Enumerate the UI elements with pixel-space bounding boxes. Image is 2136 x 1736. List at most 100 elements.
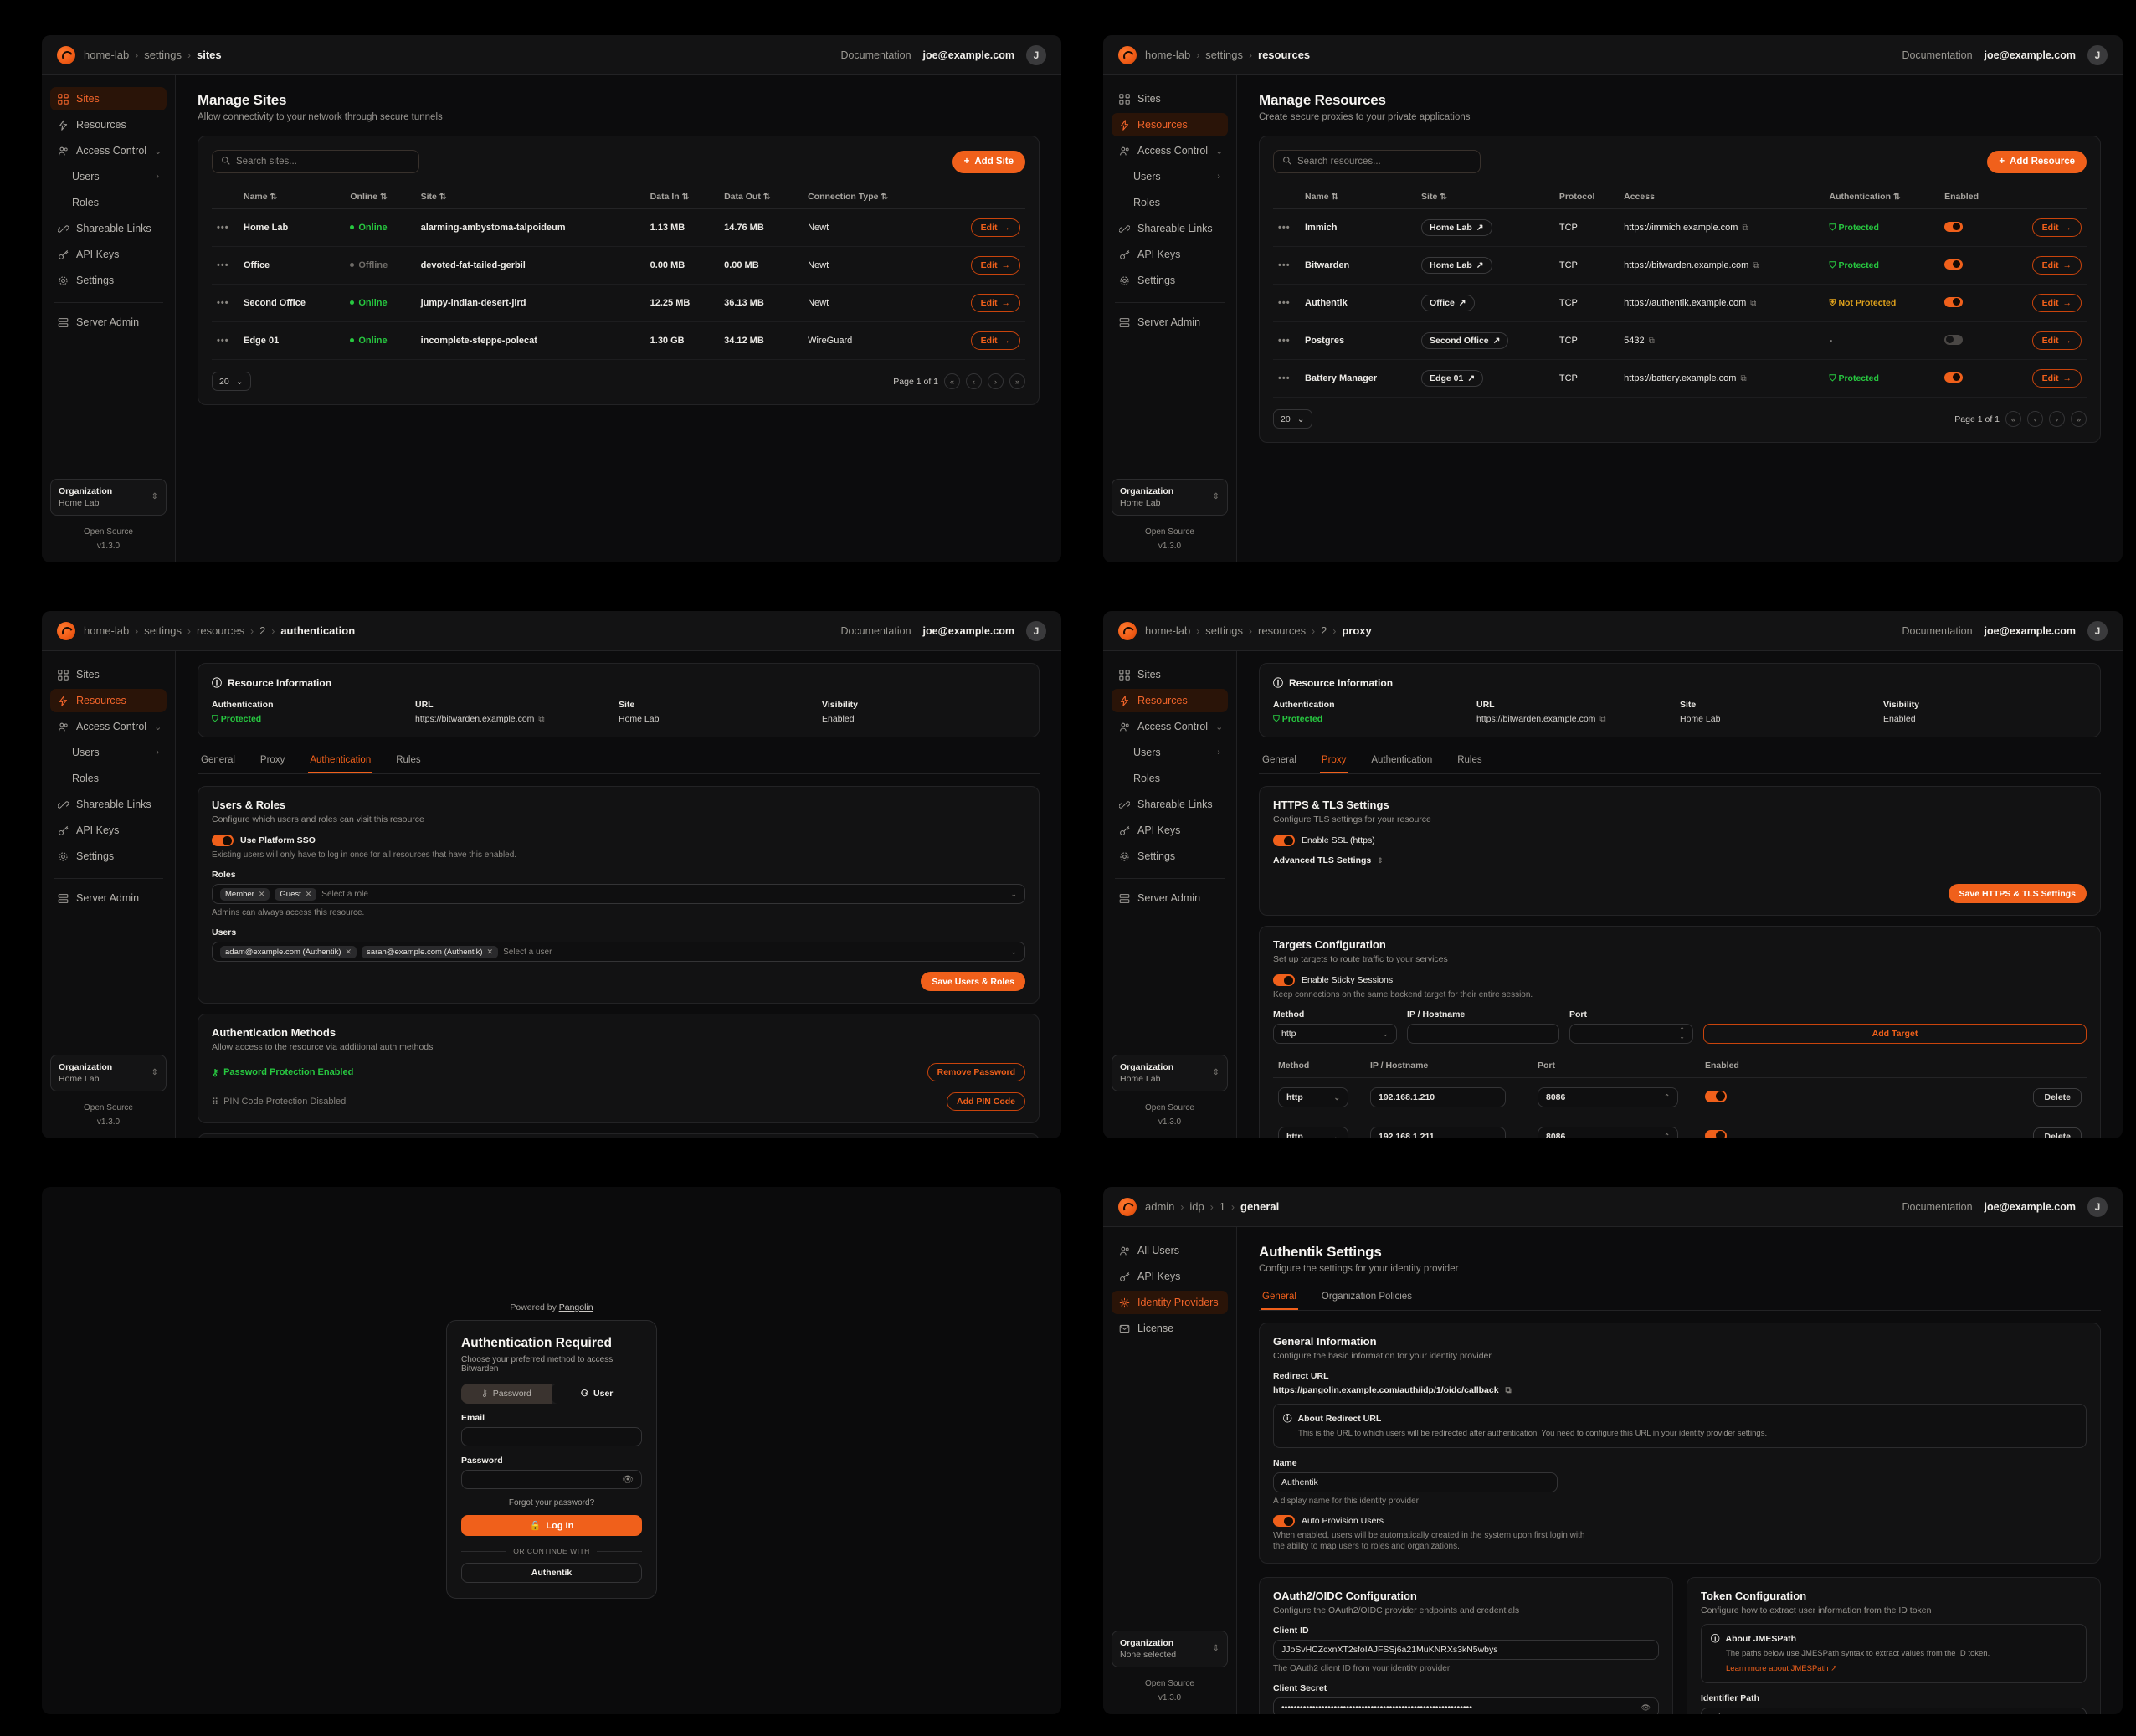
documentation-link[interactable]: Documentation xyxy=(840,49,911,61)
platform-sso-toggle[interactable] xyxy=(212,835,234,846)
sidebar-item-resources[interactable]: Resources xyxy=(50,689,167,712)
col-data-out[interactable]: Data Out ⇅ xyxy=(724,192,771,202)
cell-site[interactable]: Home Lab ↗ xyxy=(1416,246,1554,285)
email-field[interactable] xyxy=(461,1427,642,1446)
documentation-link[interactable]: Documentation xyxy=(1902,1200,1973,1213)
sidebar-item-roles[interactable]: Roles xyxy=(1112,767,1228,790)
chevron-down-icon[interactable]: ⌄ xyxy=(1010,889,1017,898)
table-row[interactable]: ••• Office Offline devoted-fat-tailed-ge… xyxy=(212,246,1025,285)
target-method-select[interactable]: http ⌄ xyxy=(1273,1024,1397,1044)
user-email[interactable]: joe@example.com xyxy=(1984,1200,2076,1213)
open-source-link[interactable]: Open Source xyxy=(84,527,133,537)
breadcrumb-item[interactable]: settings xyxy=(144,49,182,61)
sidebar-item-api-keys[interactable]: API Keys xyxy=(50,819,167,842)
breadcrumb[interactable]: admin › idp › 1 › general xyxy=(1145,1200,1279,1213)
cell-access[interactable]: https://authentik.example.com ⧉ xyxy=(1619,284,1825,322)
log-in-button[interactable]: 🔒 Log In xyxy=(461,1515,642,1536)
sidebar-item-api-keys[interactable]: API Keys xyxy=(1112,1265,1228,1288)
documentation-link[interactable]: Documentation xyxy=(1902,49,1973,61)
add-resource-button[interactable]: + Add Resource xyxy=(1987,150,2087,173)
breadcrumb-item[interactable]: resources xyxy=(197,624,245,637)
chevron-updown-icon[interactable]: ⇕ xyxy=(1377,855,1384,865)
sidebar-item-settings[interactable]: Settings xyxy=(1112,845,1228,868)
tab-general[interactable]: General xyxy=(201,755,235,765)
breadcrumb[interactable]: home-lab › settings › sites xyxy=(84,49,222,61)
user-chip[interactable]: sarah@example.com (Authentik) ✕ xyxy=(362,945,499,958)
org-switcher[interactable]: Organization Home Lab ⇕ xyxy=(50,478,167,516)
table-row[interactable]: ••• Immich Home Lab ↗ TCP https://immich.… xyxy=(1273,208,2087,247)
sidebar-item-shareable-links[interactable]: Shareable Links xyxy=(1112,793,1228,816)
sidebar-item-all-users[interactable]: All Users xyxy=(1112,1239,1228,1262)
copy-icon[interactable]: ⧉ xyxy=(1599,715,1606,724)
chevron-down-icon[interactable]: ⌄ xyxy=(154,722,162,732)
sidebar-item-api-keys[interactable]: API Keys xyxy=(1112,243,1228,266)
breadcrumb-item[interactable]: home-lab xyxy=(1145,49,1191,61)
sidebar-item-shareable-links[interactable]: Shareable Links xyxy=(1112,217,1228,240)
row-enabled[interactable] xyxy=(1700,1077,1867,1117)
breadcrumb-item[interactable]: 1 xyxy=(1219,1200,1226,1213)
col-name[interactable]: Name ⇅ xyxy=(244,192,278,202)
edit-button[interactable]: Edit → xyxy=(970,331,1020,350)
cell-enabled[interactable] xyxy=(1939,359,2002,398)
tab-rules[interactable]: Rules xyxy=(1457,755,1482,765)
page-size-select[interactable]: 20 ⌄ xyxy=(212,372,251,391)
edit-button[interactable]: Edit → xyxy=(2031,256,2082,275)
chevron-right-icon[interactable]: › xyxy=(1217,747,1220,758)
copy-icon[interactable]: ⧉ xyxy=(1505,1386,1512,1395)
next-page-button[interactable]: › xyxy=(988,373,1004,389)
sidebar-item-access-control[interactable]: Access Control ⌄ xyxy=(50,139,167,162)
sidebar-item-access-control[interactable]: Access Control ⌄ xyxy=(1112,139,1228,162)
row-port-input[interactable]: 8086 ⌃ xyxy=(1538,1087,1678,1107)
sidebar-item-users[interactable]: Users › xyxy=(50,165,167,188)
cell-site[interactable]: Office ↗ xyxy=(1416,284,1554,322)
org-switcher[interactable]: Organization Home Lab ⇕ xyxy=(1112,478,1228,516)
cell-enabled[interactable] xyxy=(1939,284,2002,322)
sidebar-item-api-keys[interactable]: API Keys xyxy=(50,243,167,266)
row-menu-button[interactable]: ••• xyxy=(212,321,239,360)
save-tls-settings-button[interactable]: Save HTTPS & TLS Settings xyxy=(1948,884,2087,903)
tab-authentication[interactable]: Authentication xyxy=(1371,755,1433,765)
edit-button[interactable]: Edit → xyxy=(2031,294,2082,312)
breadcrumb-item[interactable]: resources xyxy=(1258,624,1307,637)
row-menu-button[interactable]: ••• xyxy=(1273,321,1300,360)
breadcrumb-item[interactable]: settings xyxy=(1205,49,1244,61)
sidebar-item-roles[interactable]: Roles xyxy=(50,191,167,214)
target-host-input[interactable] xyxy=(1407,1024,1559,1044)
col-authentication[interactable]: Authentication ⇅ xyxy=(1829,192,1901,202)
col-name[interactable]: Name ⇅ xyxy=(1305,192,1339,202)
tab-rules[interactable]: Rules xyxy=(396,755,421,765)
prev-page-button[interactable]: ‹ xyxy=(966,373,982,389)
col-site[interactable]: Site ⇅ xyxy=(1421,192,1448,202)
advanced-tls-label[interactable]: Advanced TLS Settings xyxy=(1273,855,1372,865)
table-row[interactable]: ••• Edge 01 Online incomplete-steppe-pol… xyxy=(212,321,1025,360)
edit-button[interactable]: Edit → xyxy=(970,218,1020,237)
row-menu-button[interactable]: ••• xyxy=(212,208,239,247)
role-chip[interactable]: Guest ✕ xyxy=(275,887,317,901)
row-menu-button[interactable]: ••• xyxy=(212,246,239,285)
cell-site[interactable]: Second Office ↗ xyxy=(1416,321,1554,360)
user-email[interactable]: joe@example.com xyxy=(922,49,1014,61)
chevron-right-icon[interactable]: › xyxy=(1217,172,1220,182)
breadcrumb-item[interactable]: idp xyxy=(1189,1200,1204,1213)
tab-authentication[interactable]: Authentication xyxy=(308,749,373,773)
chevron-down-icon[interactable]: ⌄ xyxy=(1215,146,1224,157)
sidebar-item-resources[interactable]: Resources xyxy=(50,113,167,136)
delete-target-button[interactable]: Delete xyxy=(2033,1088,2082,1107)
eye-icon[interactable]: 👁 xyxy=(1641,1703,1651,1712)
edit-button[interactable]: Edit → xyxy=(970,294,1020,312)
breadcrumb[interactable]: home-lab › settings › resources xyxy=(1145,49,1310,61)
last-page-button[interactable]: » xyxy=(1009,373,1025,389)
sidebar-item-identity-providers[interactable]: Identity Providers xyxy=(1112,1291,1228,1314)
client-secret-input[interactable]: ••••••••••••••••••••••••••••••••••••••••… xyxy=(1273,1697,1659,1714)
auto-provision-toggle[interactable] xyxy=(1273,1515,1295,1528)
cell-enabled[interactable] xyxy=(1939,246,2002,285)
org-switcher[interactable]: Organization None selected ⇕ xyxy=(1112,1630,1228,1667)
sidebar-item-users[interactable]: Users › xyxy=(1112,741,1228,764)
open-source-link[interactable]: Open Source xyxy=(1145,1103,1194,1112)
edit-button[interactable]: Edit → xyxy=(2031,218,2082,237)
row-method-select[interactable]: http ⌄ xyxy=(1278,1127,1348,1138)
next-page-button[interactable]: › xyxy=(2049,411,2065,427)
sidebar-item-roles[interactable]: Roles xyxy=(1112,191,1228,214)
chevron-down-icon[interactable]: ⌄ xyxy=(154,146,162,157)
search-input[interactable]: Search sites... xyxy=(212,150,419,173)
